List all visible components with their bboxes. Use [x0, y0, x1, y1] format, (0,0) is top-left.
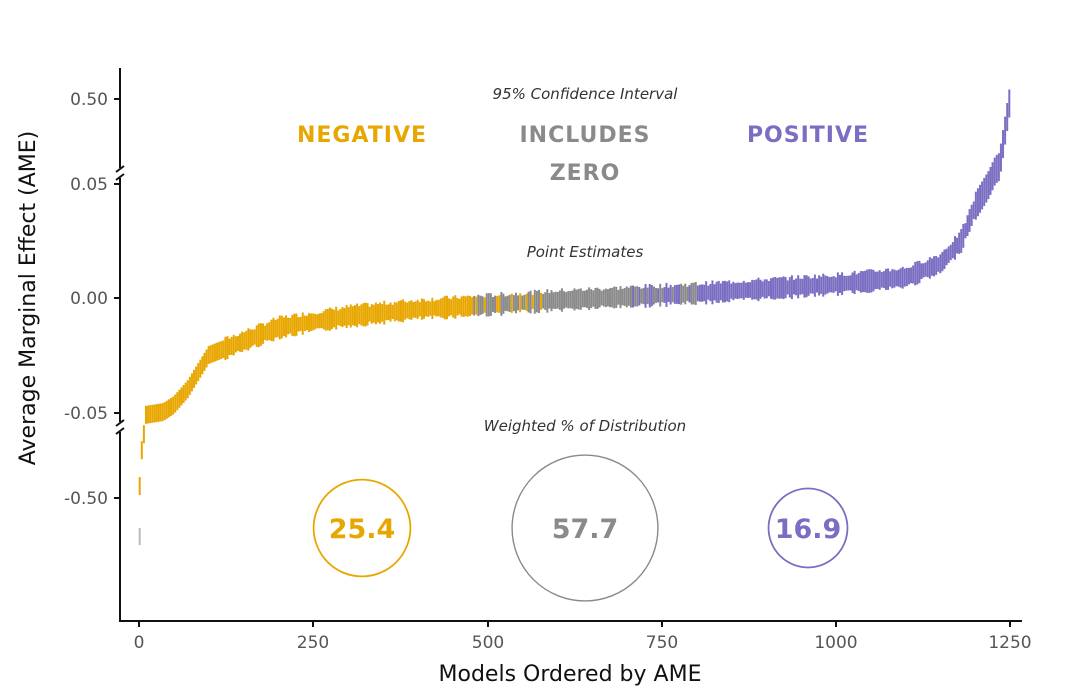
includes-zero-pct-circle [511, 454, 659, 602]
x-tick-label: 750 [646, 633, 678, 653]
point-estimates-label: Point Estimates [527, 243, 644, 261]
negative-label: NEGATIVE [297, 123, 427, 148]
positive-label: POSITIVE [747, 123, 869, 148]
y-tick-label: -0.05 [64, 404, 108, 424]
positive-pct: 16.9 [775, 514, 842, 545]
negative-pct-circle [312, 478, 412, 578]
x-tick-label: 250 [297, 633, 329, 653]
ci-marks [138, 89, 1011, 545]
y-tick-label: 0.00 [70, 289, 108, 309]
x-tick-label: 0 [134, 633, 145, 653]
includes-zero-pct: 57.7 [552, 514, 619, 545]
y-axis-break-lower [115, 419, 125, 435]
includes-zero-label-line1: INCLUDES [520, 123, 651, 148]
x-tick-label: 500 [472, 633, 504, 653]
ci-header: 95% Confidence Interval [493, 85, 679, 103]
y-axis-break-upper [115, 165, 125, 181]
weighted-header: Weighted % of Distribution [484, 417, 686, 435]
y-axis-label: Average Marginal Effect (AME) [16, 131, 41, 465]
x-axis-label: Models Ordered by AME [439, 662, 702, 687]
y-tick-label: 0.05 [70, 175, 108, 195]
x-tick-label: 1000 [814, 633, 857, 653]
positive-pct-circle [767, 487, 849, 569]
y-tick-label: 0.50 [70, 90, 108, 110]
negative-pct: 25.4 [329, 514, 396, 545]
includes-zero-label-line2: ZERO [550, 161, 621, 186]
x-tick-label: 1250 [988, 633, 1031, 653]
y-tick-label: -0.50 [64, 489, 108, 509]
